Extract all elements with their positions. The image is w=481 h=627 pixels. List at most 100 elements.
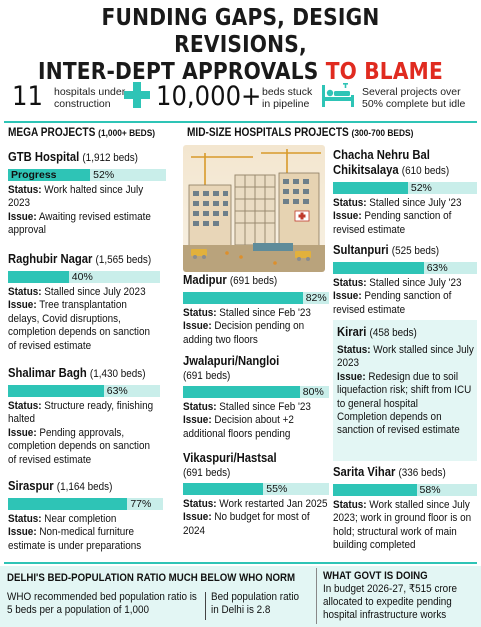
headline: FUNDING GAPS, DESIGN REVISIONS, INTER-DE… — [34, 4, 448, 85]
issue-text: Redesign due to soil liquefaction risk; … — [337, 370, 472, 410]
divider-vertical-1 — [205, 592, 206, 620]
progress-pct: 52% — [93, 169, 115, 181]
progress-label: Progress — [11, 169, 57, 181]
progress-pct: 52% — [410, 182, 432, 194]
project-name: Jwalapuri/Nangloi — [183, 354, 280, 368]
progress-bar: 77% — [8, 498, 163, 510]
issue-text: Pending sanction of revised estimate — [333, 210, 452, 236]
status-text: Stalled since July '23 — [369, 197, 462, 209]
project-name: Madipur — [183, 273, 227, 287]
progress-bar: 55% — [183, 483, 329, 495]
progress-pct: 80% — [302, 386, 324, 398]
who-text: WHO recommended bed population ratio is … — [7, 591, 197, 616]
progress-pct: 82% — [305, 292, 327, 304]
construction-illustration — [183, 145, 325, 272]
status-text: Near completion — [44, 513, 117, 525]
project-name: Sarita Vihar — [333, 465, 396, 479]
issue-text: Awaiting revised estimate approval — [8, 210, 151, 237]
project-beds: (1,565 beds) — [95, 254, 152, 266]
progress-pct: 55% — [266, 483, 288, 495]
status-text: Structure ready, finishing halted — [8, 400, 154, 426]
headline-line2: INTER-DEPT APPROVALS TO BLAME — [34, 58, 448, 85]
progress-pct: 40% — [71, 271, 93, 283]
project-shalimar-bagh: Shalimar Bagh (1,430 beds) 63% Status: S… — [8, 366, 160, 467]
project-beds: (691 beds) — [183, 467, 231, 479]
progress-pct: 77% — [130, 498, 152, 510]
status-text: Stalled since July '23 — [369, 277, 462, 289]
status-text: Work halted since July 2023 — [8, 184, 144, 210]
progress-pct: 63% — [106, 385, 128, 397]
bottom-panel: DELHI'S BED-POPULATION RATIO MUCH BELOW … — [0, 566, 481, 627]
progress-fill — [8, 271, 69, 283]
divider-bottom — [4, 562, 477, 564]
project-raghubir-nagar: Raghubir Nagar (1,565 beds) 40% Status: … — [8, 252, 160, 353]
mega-heading: MEGA PROJECTS (1,000+ BEDS) — [8, 127, 156, 139]
progress-bar: 63% — [333, 262, 477, 274]
progress-fill — [8, 169, 91, 181]
stats-row: 11 hospitals under construction 10,000+ … — [6, 80, 475, 114]
project-beds: (525 beds) — [391, 245, 440, 257]
project-siraspur: Siraspur (1,164 beds) 77% Status: Near c… — [8, 479, 163, 553]
beds-label-1: beds stuck — [262, 86, 313, 98]
issue-text: Decision about +2 additional floors pend… — [183, 414, 294, 440]
hospital-bed-icon — [322, 83, 354, 107]
idle-label-1: Several projects over — [362, 86, 461, 98]
beds-label-2: in pipeline — [262, 98, 310, 110]
project-name: Raghubir Nagar — [8, 252, 93, 266]
plus-icon — [124, 82, 150, 108]
project-beds: (691 beds) — [229, 275, 278, 287]
project-name: Shalimar Bagh — [8, 366, 87, 380]
project-name: Sultanpuri — [333, 243, 389, 257]
progress-bar: 58% — [333, 484, 477, 496]
progress-fill — [333, 484, 417, 496]
govt-heading: WHAT GOVT IS DOING — [323, 570, 428, 582]
status-text: Work stalled since July 2023 — [337, 344, 474, 370]
project-sarita-vihar: Sarita Vihar (336 beds) 58% Status: Work… — [333, 465, 477, 553]
status-text: Stalled since July 2023 — [44, 286, 146, 298]
status-text: Work stalled since July 2023; work in gr… — [333, 499, 472, 552]
extra-text: Completion depends on sanction of revise… — [337, 411, 460, 437]
progress-fill — [8, 498, 128, 510]
project-name: Vikaspuri/Hastsal — [183, 451, 277, 465]
project-name-line2: Chikitsalaya — [333, 163, 399, 177]
headline-line2-black: INTER-DEPT APPROVALS — [38, 57, 326, 85]
progress-bar: 40% — [8, 271, 160, 283]
project-beds: (610 beds) — [401, 165, 450, 177]
project-beds: (336 beds) — [398, 467, 446, 479]
progress-bar: 80% — [183, 386, 329, 398]
progress-bar: Progress 52% — [8, 169, 166, 181]
progress-fill — [333, 262, 424, 274]
status-text: Stalled since Feb '23 — [219, 307, 311, 319]
hospitals-label-1: hospitals under — [54, 86, 126, 98]
project-sultanpuri: Sultanpuri (525 beds) 63% Status: Stalle… — [333, 243, 477, 317]
issue-text: No budget for most of 2024 — [183, 511, 310, 537]
project-name: Kirari — [337, 325, 367, 339]
progress-bar: 63% — [8, 385, 160, 397]
progress-fill — [333, 182, 408, 194]
beds-count: 10,000+ — [156, 81, 262, 112]
project-vikaspuri: Vikaspuri/Hastsal (691 beds) 55% Status:… — [183, 451, 329, 537]
project-kirari: Kirari (458 beds) Status: Work stalled s… — [337, 325, 474, 437]
progress-bar: 52% — [333, 182, 477, 194]
project-beds: (1,430 beds) — [89, 368, 146, 380]
issue-text: Decision pending on adding two floors — [183, 320, 305, 346]
issue-text: Tree transplantation delays, Covid disru… — [8, 299, 151, 352]
issue-text: Pending sanction of revised estimate — [333, 290, 452, 316]
hospitals-label-2: construction — [54, 98, 111, 110]
progress-bar: 82% — [183, 292, 329, 304]
kirari-panel — [333, 320, 477, 461]
project-beds: (458 beds) — [369, 327, 417, 339]
who-heading: DELHI'S BED-POPULATION RATIO MUCH BELOW … — [7, 572, 296, 584]
project-name-line1: Chacha Nehru Bal — [333, 148, 430, 162]
progress-fill — [8, 385, 104, 397]
divider-vertical-2 — [316, 568, 317, 624]
progress-fill — [183, 483, 264, 495]
issue-text: Pending approvals, completion depends on… — [8, 426, 151, 466]
delhi-ratio-text: Bed population ratio in Delhi is 2.8 — [211, 591, 300, 616]
project-name: GTB Hospital — [8, 150, 80, 164]
project-gtb: GTB Hospital (1,912 beds) Progress 52% St… — [8, 150, 166, 238]
hospitals-count: 11 — [12, 81, 43, 112]
progress-pct: 58% — [419, 484, 441, 496]
project-name: Siraspur — [8, 479, 54, 493]
project-beds: (1,164 beds) — [56, 481, 113, 493]
